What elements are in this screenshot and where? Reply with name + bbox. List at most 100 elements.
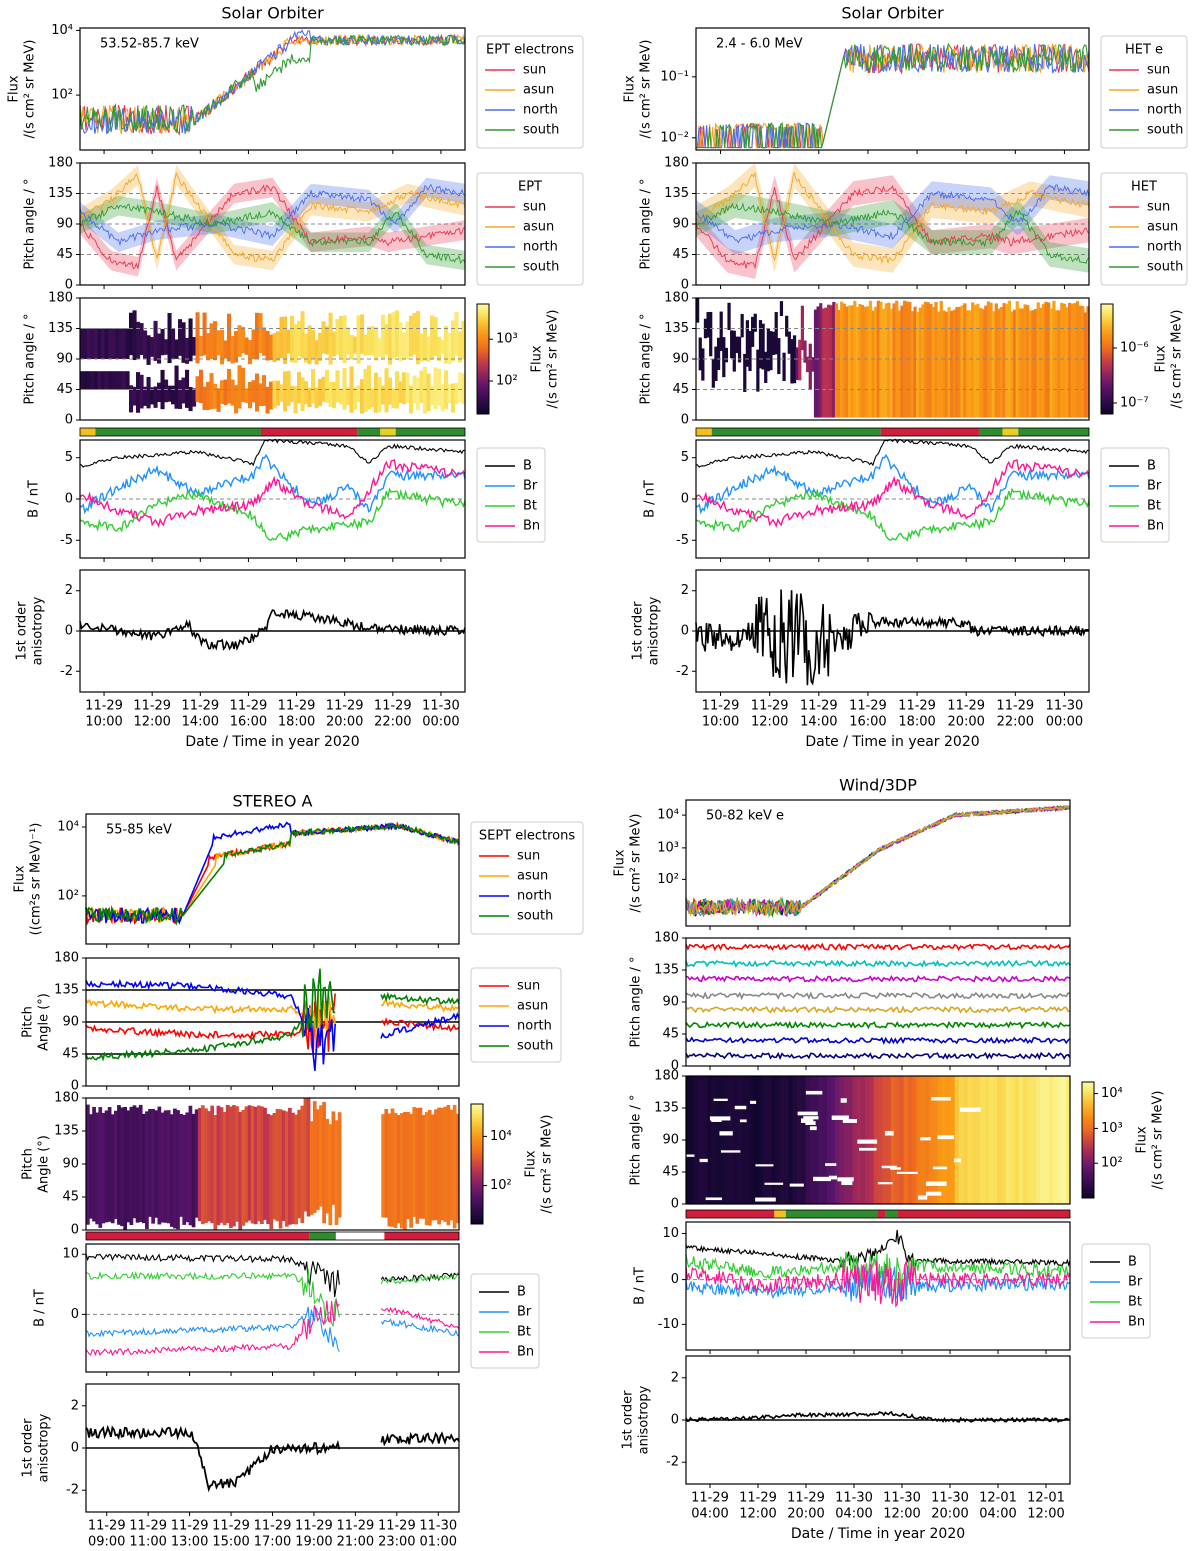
spectrogram-cell: [423, 327, 428, 361]
spectrogram-cell: [104, 328, 109, 359]
spectrogram-cell: [412, 375, 417, 404]
spectrogram-cell: [437, 368, 442, 406]
legend-label: Bt: [523, 499, 537, 514]
spectrogram-cell: [929, 1076, 935, 1204]
spectrogram-cell: [290, 315, 295, 363]
spectrogram-cell: [895, 1076, 900, 1204]
spectrogram-cell: [716, 337, 721, 370]
legend-label: sun: [517, 849, 540, 864]
spectrogram-cell: [293, 324, 298, 363]
spectrogram-cell: [421, 1115, 426, 1219]
spectrogram-cell: [89, 1114, 93, 1219]
spectrogram-cell: [143, 386, 148, 406]
spectrogram-cell: [1014, 1076, 1020, 1204]
data-gap: [837, 1177, 854, 1182]
spectrogram-cell: [283, 371, 288, 412]
spectrogram-cell: [822, 1076, 828, 1204]
spectrogram-cell: [276, 331, 281, 361]
spectrogram-cell: [835, 1076, 841, 1204]
spectrogram-cell: [1002, 303, 1006, 418]
pitch-angle-line: [85, 978, 460, 1071]
y-tick-label: 5: [681, 450, 689, 465]
legend-label: sun: [523, 200, 546, 215]
spectrogram-cell: [416, 311, 421, 365]
y-tick-label: 45: [662, 1165, 679, 1180]
spectrogram-cell: [858, 304, 862, 418]
spectrogram-cell: [255, 312, 260, 359]
colorbar-label: Flux: [524, 1150, 539, 1177]
chart-title: Wind/3DP: [839, 776, 917, 795]
spectrogram-cell: [1062, 303, 1067, 418]
spectrogram-cell: [455, 1113, 460, 1224]
spectrogram-cell: [309, 1121, 314, 1215]
spectrogram-cell: [959, 1076, 964, 1204]
flux-line: [685, 805, 1071, 918]
b-legend: B Br Bt Bn: [476, 447, 546, 543]
anisotropy-line: [79, 608, 466, 651]
spectrogram-cell: [863, 306, 867, 418]
x-tick-label: 11-29: [374, 699, 412, 714]
spectrogram-cell: [248, 381, 253, 409]
spectrogram-cell: [1026, 305, 1030, 418]
spectrogram-cell: [706, 312, 710, 338]
spectrogram-cell: [907, 1076, 913, 1204]
spectrogram-cell: [153, 386, 158, 408]
spectrogram-cell: [743, 353, 747, 392]
y-tick-label: 2: [65, 583, 73, 598]
spectrogram-cell: [195, 312, 200, 364]
spectrogram-cell: [960, 305, 964, 418]
spectrogram-cell: [1052, 1076, 1058, 1204]
pitch-angle-panel: 0 45 90 135 180 Pitch angle / °: [629, 931, 1071, 1074]
legend-label: south: [1147, 260, 1183, 275]
data-gap: [809, 1126, 817, 1131]
spectrogram-cell: [132, 386, 137, 406]
legend-title: EPT electrons: [486, 43, 574, 58]
b-legend: B Br Bt Bn: [1081, 1243, 1151, 1339]
chart-title: Solar Orbiter: [841, 4, 944, 23]
spectrogram-cell: [826, 1076, 832, 1204]
spectrogram-cell: [167, 313, 172, 364]
spectrogram-cell: [227, 368, 232, 404]
spectrogram-cell: [258, 313, 263, 354]
spectrogram-cell: [151, 1108, 155, 1224]
x-tick-label: 11-29: [326, 699, 364, 714]
y-tick-label: 10⁻²: [660, 130, 689, 145]
x-tick-label: 22:00: [997, 715, 1034, 730]
spectrogram-cell: [166, 1110, 171, 1224]
y-tick-label: 180: [54, 951, 79, 966]
spectrogram-cell: [698, 1076, 704, 1204]
spectrogram-cell: [185, 337, 190, 364]
spectrogram-cell: [129, 385, 134, 413]
spectrogram-cell: [1083, 312, 1087, 418]
spectrogram-cell: [724, 1076, 730, 1204]
spectrogram-cell: [328, 1124, 333, 1226]
spectrogram-cell: [269, 1115, 274, 1230]
spectrogram-cell: [458, 372, 463, 403]
spectrogram-cell: [101, 1113, 106, 1224]
x-tick-label: 11-29: [171, 1519, 209, 1534]
legend-label: Bt: [517, 1325, 531, 1340]
spectrogram-cell: [696, 298, 700, 323]
y-tick-label: 90: [56, 352, 73, 367]
spectrogram-cell: [1048, 1076, 1054, 1204]
legend-label: Bt: [1147, 499, 1161, 514]
flux-legend: EPT electrons sun asun north south: [476, 35, 584, 149]
spectrogram-cell: [220, 329, 225, 365]
y-tick-label: -5: [676, 533, 689, 548]
pitch-angle-line-asun: [695, 171, 1090, 264]
x-tick-label: 12:00: [739, 1507, 776, 1522]
x-tick-label: 11-29: [787, 1491, 825, 1506]
x-tick-label: 18:00: [898, 715, 935, 730]
data-gap: [755, 1197, 776, 1202]
x-tick-label: 22:00: [374, 715, 411, 730]
y-axis-label: anisotropy: [637, 1385, 652, 1454]
spectrogram-cell: [153, 320, 158, 361]
spectrogram-cell: [307, 387, 312, 408]
spectrogram-cell: [1010, 1076, 1016, 1204]
spectrogram-cell: [90, 328, 95, 359]
spectrogram-cell: [234, 330, 239, 363]
b-line: [685, 1259, 1071, 1308]
spectrogram-cell: [138, 1104, 143, 1222]
spectrogram-cell: [764, 351, 768, 383]
spectrogram-cell: [415, 1107, 420, 1224]
